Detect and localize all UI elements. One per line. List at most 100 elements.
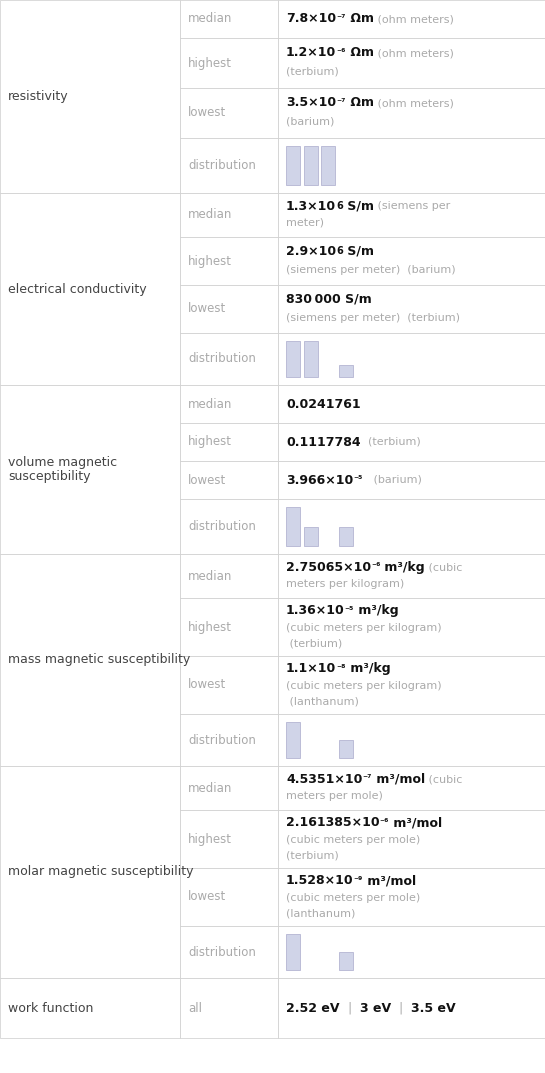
Text: 1.3×10: 1.3×10: [286, 200, 336, 212]
Text: meter): meter): [286, 218, 324, 227]
Bar: [180, 868, 278, 926]
Text: (siemens per meter)  (barium): (siemens per meter) (barium): [286, 265, 456, 275]
Text: median: median: [188, 397, 232, 411]
Text: m³/kg: m³/kg: [354, 604, 399, 617]
Text: volume magnetic: volume magnetic: [8, 456, 117, 469]
Text: lowest: lowest: [188, 303, 226, 315]
Bar: [286, 722, 300, 758]
Text: median: median: [188, 781, 232, 794]
Text: 2.9×10: 2.9×10: [286, 245, 336, 258]
Bar: [0, 554, 180, 766]
Bar: [180, 193, 278, 237]
Bar: [0, 978, 180, 1038]
Text: median: median: [188, 570, 232, 583]
Text: S/m: S/m: [343, 200, 374, 212]
Text: highest: highest: [188, 833, 232, 846]
Text: highest: highest: [188, 254, 232, 267]
Bar: [180, 926, 278, 978]
Bar: [278, 461, 545, 499]
Text: (siemens per meter)  (terbium): (siemens per meter) (terbium): [286, 312, 460, 323]
Bar: [180, 138, 278, 193]
Text: lowest: lowest: [188, 473, 226, 486]
Bar: [278, 0, 545, 38]
Text: highest: highest: [188, 620, 232, 633]
Text: 1.528×10: 1.528×10: [286, 874, 354, 887]
Text: ⁻⁹: ⁻⁹: [354, 876, 363, 885]
Text: 830 000 S/m: 830 000 S/m: [286, 293, 372, 306]
Bar: [0, 0, 180, 193]
Text: lowest: lowest: [188, 106, 226, 119]
Text: 1.2×10: 1.2×10: [286, 46, 336, 59]
Text: all: all: [188, 1001, 202, 1014]
Text: 1.36×10: 1.36×10: [286, 604, 345, 617]
Text: m³/mol: m³/mol: [389, 817, 442, 829]
Bar: [278, 868, 545, 926]
Text: (ohm meters): (ohm meters): [374, 48, 453, 58]
Text: (lanthanum): (lanthanum): [286, 908, 355, 918]
Text: (cubic meters per mole): (cubic meters per mole): [286, 835, 420, 846]
Text: m³/kg: m³/kg: [380, 561, 425, 574]
Text: 6: 6: [336, 247, 343, 256]
Bar: [338, 365, 353, 377]
Text: (lanthanum): (lanthanum): [286, 696, 359, 706]
Text: 0.1117784: 0.1117784: [286, 436, 361, 449]
Text: ⁻⁶: ⁻⁶: [371, 562, 380, 572]
Text: Ωm: Ωm: [346, 46, 374, 59]
Text: mass magnetic susceptibility: mass magnetic susceptibility: [8, 653, 190, 666]
Bar: [304, 341, 318, 377]
Text: meters per kilogram): meters per kilogram): [286, 579, 404, 589]
Text: ⁻⁸: ⁻⁸: [336, 664, 346, 674]
Text: electrical conductivity: electrical conductivity: [8, 282, 147, 295]
Text: 4.5351×10: 4.5351×10: [286, 773, 362, 785]
Bar: [286, 934, 300, 970]
Text: m³/mol: m³/mol: [372, 773, 425, 785]
Text: (terbium): (terbium): [286, 638, 342, 648]
Text: distribution: distribution: [188, 520, 256, 533]
Text: 0.0241761: 0.0241761: [286, 397, 361, 411]
Text: ⁻⁵: ⁻⁵: [345, 606, 354, 616]
Text: 2.52 eV: 2.52 eV: [286, 1001, 340, 1014]
Text: ⁻⁶: ⁻⁶: [336, 48, 346, 58]
Text: highest: highest: [188, 436, 232, 449]
Bar: [180, 714, 278, 766]
Text: median: median: [188, 13, 232, 26]
Bar: [278, 598, 545, 656]
Bar: [278, 385, 545, 423]
Text: (barium): (barium): [286, 117, 335, 127]
Text: 3.966×10: 3.966×10: [286, 473, 353, 486]
Bar: [278, 333, 545, 385]
Text: m³/mol: m³/mol: [363, 874, 416, 887]
Bar: [180, 978, 278, 1038]
Text: resistivity: resistivity: [8, 90, 69, 103]
Text: 7.8×10: 7.8×10: [286, 13, 336, 26]
Bar: [180, 0, 278, 38]
Bar: [304, 527, 318, 546]
Text: lowest: lowest: [188, 891, 226, 903]
Text: (barium): (barium): [362, 475, 421, 485]
Text: 3.5×10: 3.5×10: [286, 97, 336, 109]
Bar: [278, 88, 545, 138]
Bar: [180, 598, 278, 656]
Text: ⁻⁷: ⁻⁷: [336, 14, 346, 24]
Text: Ωm: Ωm: [346, 97, 373, 109]
Bar: [338, 952, 353, 970]
Bar: [278, 138, 545, 193]
Bar: [278, 714, 545, 766]
Bar: [180, 38, 278, 88]
Text: (siemens per: (siemens per: [374, 202, 450, 211]
Bar: [278, 423, 545, 461]
Text: highest: highest: [188, 57, 232, 70]
Bar: [278, 810, 545, 868]
Bar: [180, 423, 278, 461]
Bar: [286, 341, 300, 377]
Text: susceptibility: susceptibility: [8, 470, 90, 483]
Bar: [180, 285, 278, 333]
Bar: [180, 656, 278, 714]
Bar: [286, 508, 300, 546]
Bar: [338, 527, 353, 546]
Text: distribution: distribution: [188, 159, 256, 172]
Bar: [180, 461, 278, 499]
Text: distribution: distribution: [188, 353, 256, 366]
Text: |: |: [340, 1001, 360, 1014]
Text: 2.161385×10: 2.161385×10: [286, 817, 380, 829]
